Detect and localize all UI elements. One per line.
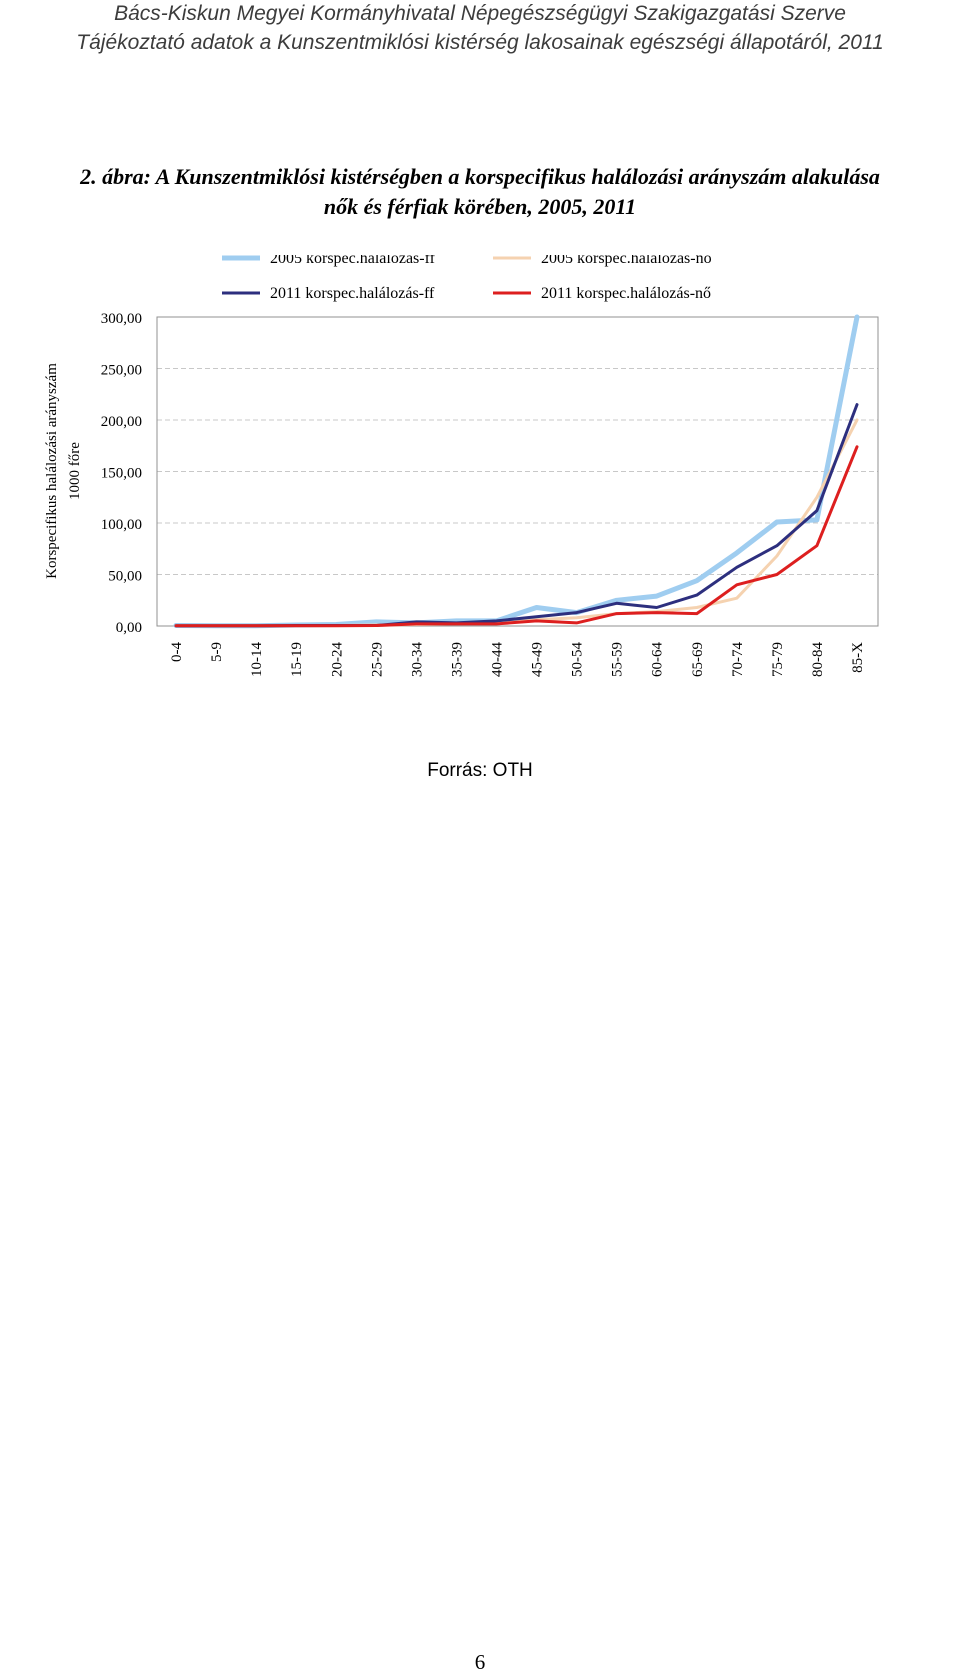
legend-label: 2005 korspec.halálozás-nő xyxy=(541,255,712,267)
page-header-line-1: Bács-Kiskun Megyei Kormányhivatal Népegé… xyxy=(114,2,846,25)
x-tick-label: 35-39 xyxy=(449,642,465,677)
y-tick-label: 200,00 xyxy=(101,414,142,430)
legend-label: 2011 korspec.halálozás-nő xyxy=(541,285,711,302)
chart-legend: 2005 korspec.halálozás-ff 2005 korspec.ha… xyxy=(222,255,712,302)
plot-area xyxy=(173,314,860,629)
page-header-line-2: Tájékoztató adatok a Kunszentmiklósi kis… xyxy=(76,31,884,54)
x-tick-label: 60-64 xyxy=(650,642,666,677)
x-tick-label: 30-34 xyxy=(409,642,425,677)
legend-label: 2011 korspec.halálozás-ff xyxy=(270,285,435,302)
x-tick-label: 55-59 xyxy=(610,642,626,677)
y-axis-ticks: 0,00 50,00 100,00 150,00 200,00 250,00 300,00 xyxy=(101,311,142,636)
x-axis-ticks: 0-4 5-9 10-14 15-19 20-24 25-29 30-34 35-39 40-4… xyxy=(169,642,866,677)
figure-title-line-2: nők és férfiak körében, 2005, 2011 xyxy=(323,194,637,219)
x-tick-label: 85-X xyxy=(850,642,866,673)
page-number: 6 xyxy=(474,1650,486,1674)
figure-title-line-1: 2. ábra: A Kunszentmiklósi kistérségben … xyxy=(80,164,880,189)
x-tick-label: 25-29 xyxy=(369,642,385,677)
x-tick-label: 80-84 xyxy=(810,642,826,677)
plot-frame xyxy=(156,316,879,627)
y-axis-label-line-2: 1000 főre xyxy=(67,442,83,500)
x-tick-label: 5-9 xyxy=(209,642,225,662)
x-tick-label: 75-79 xyxy=(770,642,786,677)
legend-label: 2005 korspec.halálozás-ff xyxy=(270,255,436,267)
chart-gridlines xyxy=(156,316,879,627)
figure-source: Forrás: OTH xyxy=(427,760,533,781)
series-line-3 xyxy=(174,403,859,628)
x-tick-label: 0-4 xyxy=(169,642,185,662)
y-axis-label-line-1: Korspecifikus halálozási arányszám xyxy=(44,363,60,579)
x-tick-label: 45-49 xyxy=(530,642,546,677)
y-tick-label: 300,00 xyxy=(101,311,142,327)
y-axis-label: Korspecifikus halálozási arányszám 1000 f… xyxy=(44,363,83,579)
x-tick-label: 65-69 xyxy=(690,642,706,677)
y-tick-label: 250,00 xyxy=(101,363,142,379)
y-tick-label: 150,00 xyxy=(101,466,142,482)
x-tick-label: 10-14 xyxy=(249,642,265,677)
x-tick-label: 40-44 xyxy=(489,642,505,677)
x-tick-label: 20-24 xyxy=(329,642,345,677)
y-tick-label: 50,00 xyxy=(108,569,142,585)
series-line-4 xyxy=(174,445,859,628)
x-tick-label: 50-54 xyxy=(570,642,586,677)
x-tick-label: 15-19 xyxy=(289,642,305,677)
y-tick-label: 0,00 xyxy=(116,620,142,636)
x-tick-label: 70-74 xyxy=(730,642,746,677)
y-tick-label: 100,00 xyxy=(101,517,142,533)
mortality-line-chart: 2005 korspec.halálozás-ff 2005 korspec.ha… xyxy=(44,255,879,677)
